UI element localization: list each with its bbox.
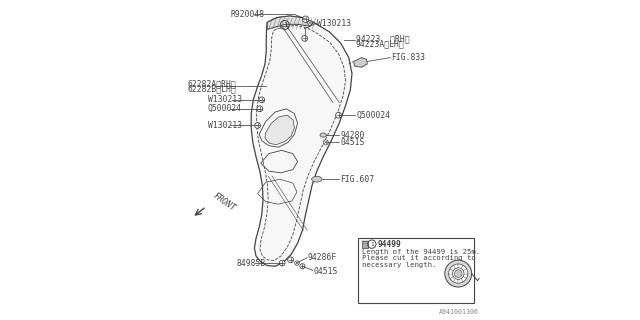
Text: R920048: R920048 (230, 10, 264, 19)
Text: Length of the 94499 is 25m.: Length of the 94499 is 25m. (362, 249, 480, 255)
Polygon shape (354, 58, 367, 67)
Polygon shape (362, 241, 368, 248)
Circle shape (452, 268, 464, 279)
Text: 1: 1 (283, 22, 287, 28)
Ellipse shape (320, 133, 326, 137)
Ellipse shape (312, 176, 322, 182)
Circle shape (445, 260, 472, 287)
Text: W130213: W130213 (317, 19, 351, 28)
Circle shape (307, 21, 312, 25)
Circle shape (323, 140, 328, 145)
Text: 94223  〈RH〉: 94223 〈RH〉 (356, 34, 410, 43)
Circle shape (454, 270, 462, 277)
Text: necessary length.: necessary length. (362, 262, 436, 268)
Text: 94280: 94280 (340, 131, 365, 140)
Text: 94499: 94499 (378, 240, 401, 249)
Text: 62282A〈RH〉: 62282A〈RH〉 (187, 79, 236, 88)
Text: W130213: W130213 (208, 95, 242, 104)
Circle shape (295, 261, 300, 265)
Circle shape (449, 264, 468, 283)
Polygon shape (251, 16, 352, 266)
Text: 0451S: 0451S (314, 267, 338, 276)
Circle shape (255, 123, 260, 128)
Text: Q500024: Q500024 (208, 104, 242, 113)
Text: FRONT: FRONT (211, 191, 237, 213)
Polygon shape (265, 115, 294, 145)
Text: 1: 1 (370, 242, 374, 247)
Text: W130213: W130213 (208, 121, 242, 130)
Circle shape (336, 112, 342, 118)
Circle shape (259, 97, 265, 103)
Text: FIG.833: FIG.833 (391, 53, 425, 62)
Circle shape (288, 257, 293, 263)
Circle shape (300, 264, 305, 269)
Circle shape (280, 260, 285, 266)
FancyBboxPatch shape (358, 238, 474, 303)
Text: 0451S: 0451S (340, 138, 365, 147)
Text: 94223A〈LH〉: 94223A〈LH〉 (356, 39, 404, 48)
Text: FIG.607: FIG.607 (340, 175, 374, 184)
Text: 62282B〈LH〉: 62282B〈LH〉 (187, 84, 236, 93)
Text: 84985B: 84985B (237, 259, 266, 268)
Circle shape (302, 36, 307, 41)
Circle shape (303, 16, 309, 22)
Text: A941001306: A941001306 (438, 309, 479, 315)
Polygon shape (268, 16, 314, 29)
Text: 94286F: 94286F (308, 253, 337, 262)
Text: Please cut it according to: Please cut it according to (362, 255, 476, 261)
Circle shape (257, 106, 263, 112)
Text: Q500024: Q500024 (356, 111, 390, 120)
